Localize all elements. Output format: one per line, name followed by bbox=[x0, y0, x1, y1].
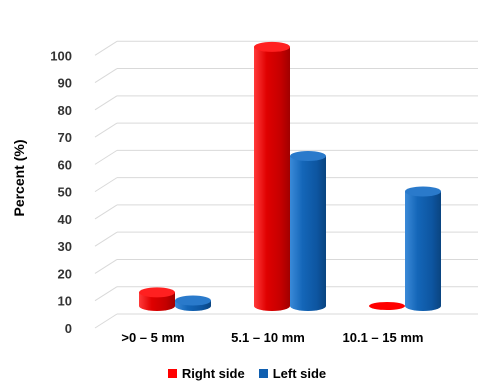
y-axis-label: Percent (%) bbox=[11, 139, 27, 216]
y-tick-label: 40 bbox=[58, 212, 72, 227]
gridline-diag bbox=[94, 231, 118, 247]
x-category-label: >0 – 5 mm bbox=[121, 330, 184, 345]
x-axis-categories: >0 – 5 mm 5.1 – 10 mm 10.1 – 15 mm bbox=[121, 330, 423, 345]
y-axis-ticks: 0 10 20 30 40 50 60 70 80 90 100 bbox=[50, 48, 72, 336]
legend-item-right-side: Right side bbox=[167, 365, 245, 381]
bar-body bbox=[405, 191, 441, 306]
y-tick-label: 70 bbox=[58, 130, 72, 145]
bar-top bbox=[290, 151, 326, 161]
x-category-label: 5.1 – 10 mm bbox=[231, 330, 305, 345]
legend-label-right-side: Right side bbox=[181, 365, 245, 381]
bar-body bbox=[290, 156, 326, 306]
legend-label-left-side: Left side bbox=[272, 365, 327, 381]
legend: Right side Left side bbox=[0, 362, 494, 384]
gridline-diag bbox=[94, 259, 118, 274]
y-tick-label: 90 bbox=[58, 76, 72, 91]
bar-top bbox=[139, 287, 175, 298]
bars bbox=[139, 41, 441, 311]
gridline-diag bbox=[94, 68, 118, 83]
bar-right-side bbox=[139, 287, 175, 311]
bar-top bbox=[254, 41, 290, 52]
legend-item-left-side: Left side bbox=[258, 365, 327, 381]
y-tick-label: 50 bbox=[58, 185, 72, 200]
y-tick-label: 100 bbox=[50, 48, 72, 63]
gridline-diag bbox=[94, 313, 118, 329]
y-tick-label: 20 bbox=[58, 266, 72, 281]
gridline-diag bbox=[94, 204, 118, 220]
bar-left-side bbox=[290, 151, 326, 311]
gridline-diag bbox=[94, 149, 118, 165]
y-tick-label: 30 bbox=[58, 239, 72, 254]
x-category-label: 10.1 – 15 mm bbox=[343, 330, 424, 345]
bar-left-side bbox=[175, 295, 211, 311]
gridline-diag bbox=[94, 95, 118, 111]
gridline-diag bbox=[94, 40, 118, 56]
bar-base bbox=[369, 302, 405, 310]
bar-top bbox=[175, 295, 211, 306]
bar-right-side bbox=[369, 302, 405, 310]
y-tick-label: 80 bbox=[58, 103, 72, 118]
gridline-diag bbox=[94, 177, 118, 193]
gridline-diag bbox=[94, 286, 118, 302]
bar-top bbox=[405, 186, 441, 197]
bar-right-side bbox=[254, 41, 290, 311]
bar-body bbox=[254, 46, 290, 307]
bar-left-side bbox=[405, 186, 441, 311]
gridline-diag bbox=[94, 122, 118, 138]
y-tick-label: 10 bbox=[58, 294, 72, 309]
y-tick-label: 0 bbox=[65, 321, 72, 336]
legend-swatch-right-side bbox=[167, 368, 177, 378]
y-tick-label: 60 bbox=[58, 157, 72, 172]
legend-swatch-left-side bbox=[258, 368, 268, 378]
